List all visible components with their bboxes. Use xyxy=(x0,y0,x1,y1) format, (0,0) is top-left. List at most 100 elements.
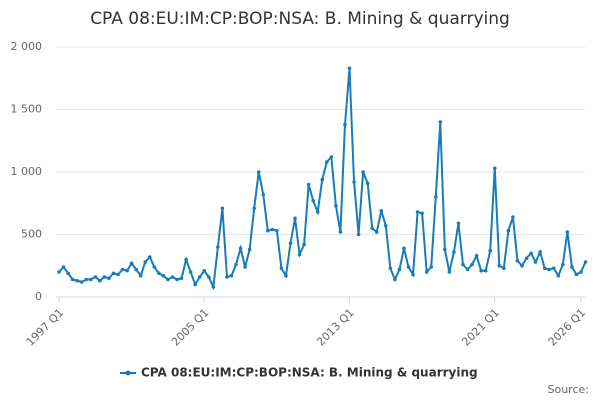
point xyxy=(433,195,438,199)
point xyxy=(556,273,561,278)
y-tick-label: 2 000 xyxy=(11,40,43,53)
y-tick-label: 500 xyxy=(21,228,42,241)
point xyxy=(211,285,216,289)
point xyxy=(443,247,447,252)
point xyxy=(452,250,456,254)
point xyxy=(234,262,238,267)
point xyxy=(225,275,229,279)
point xyxy=(98,278,102,283)
point xyxy=(325,160,329,164)
point xyxy=(465,267,470,272)
point xyxy=(384,223,388,228)
point xyxy=(66,271,70,276)
point xyxy=(229,273,234,278)
point xyxy=(393,277,397,282)
point xyxy=(565,230,570,234)
point xyxy=(297,252,302,257)
point xyxy=(170,275,175,279)
point xyxy=(193,282,197,287)
point xyxy=(338,230,343,234)
point xyxy=(447,270,452,274)
x-tick-label: 2013 Q1 xyxy=(314,306,357,349)
point xyxy=(334,203,338,208)
point xyxy=(311,198,315,203)
point xyxy=(579,270,583,274)
point xyxy=(570,265,574,269)
point xyxy=(415,210,420,214)
point xyxy=(111,271,116,276)
point xyxy=(266,228,270,233)
point xyxy=(243,265,247,269)
point xyxy=(533,260,538,264)
point xyxy=(197,275,202,279)
point xyxy=(288,241,293,246)
point xyxy=(220,206,225,211)
y-tick-label: 1 500 xyxy=(11,103,43,116)
point xyxy=(238,246,243,251)
point xyxy=(261,192,266,197)
point xyxy=(247,247,252,252)
point xyxy=(461,262,465,267)
y-tick-label: 1 000 xyxy=(11,165,43,178)
point xyxy=(529,251,533,256)
point xyxy=(279,266,284,271)
point xyxy=(456,221,461,226)
point xyxy=(347,66,352,71)
x-tick-label: 2026 Q1 xyxy=(546,306,589,349)
point xyxy=(374,230,379,234)
point xyxy=(157,271,161,276)
point xyxy=(143,260,148,264)
point xyxy=(70,277,75,282)
point xyxy=(206,275,211,279)
point xyxy=(352,180,356,184)
point xyxy=(402,246,406,251)
x-tick-label: 2021 Q1 xyxy=(459,306,502,349)
point xyxy=(397,267,402,272)
point xyxy=(107,276,111,281)
point xyxy=(574,272,579,277)
point xyxy=(411,272,415,277)
point xyxy=(270,227,275,232)
point xyxy=(429,265,434,269)
point xyxy=(492,166,497,171)
point xyxy=(166,277,170,282)
point xyxy=(420,211,424,216)
point xyxy=(561,262,565,267)
point xyxy=(379,208,384,213)
x-tick-label: 2005 Q1 xyxy=(169,306,212,349)
point xyxy=(479,268,483,273)
point xyxy=(152,265,157,269)
point xyxy=(502,266,506,271)
point xyxy=(551,266,556,271)
point xyxy=(488,248,493,253)
point xyxy=(388,266,393,271)
source: Source: xyxy=(548,383,590,396)
point xyxy=(284,273,288,278)
legend-symbol xyxy=(125,370,131,376)
point xyxy=(275,228,279,233)
point xyxy=(57,270,61,274)
point xyxy=(93,275,98,279)
point xyxy=(175,277,179,282)
point xyxy=(129,261,134,266)
y-tick-label: 0 xyxy=(35,290,42,303)
point xyxy=(470,262,474,267)
point xyxy=(134,267,138,272)
point xyxy=(161,273,166,278)
point xyxy=(147,255,152,259)
point xyxy=(216,245,220,249)
point xyxy=(406,265,411,269)
point xyxy=(542,266,547,271)
point xyxy=(75,278,79,283)
point xyxy=(583,260,588,264)
point xyxy=(538,250,542,254)
point xyxy=(256,170,261,174)
point xyxy=(520,263,524,268)
line xyxy=(58,68,587,291)
point xyxy=(424,270,429,274)
point xyxy=(497,263,502,268)
point xyxy=(138,273,143,278)
point xyxy=(102,275,107,279)
point xyxy=(329,155,334,159)
